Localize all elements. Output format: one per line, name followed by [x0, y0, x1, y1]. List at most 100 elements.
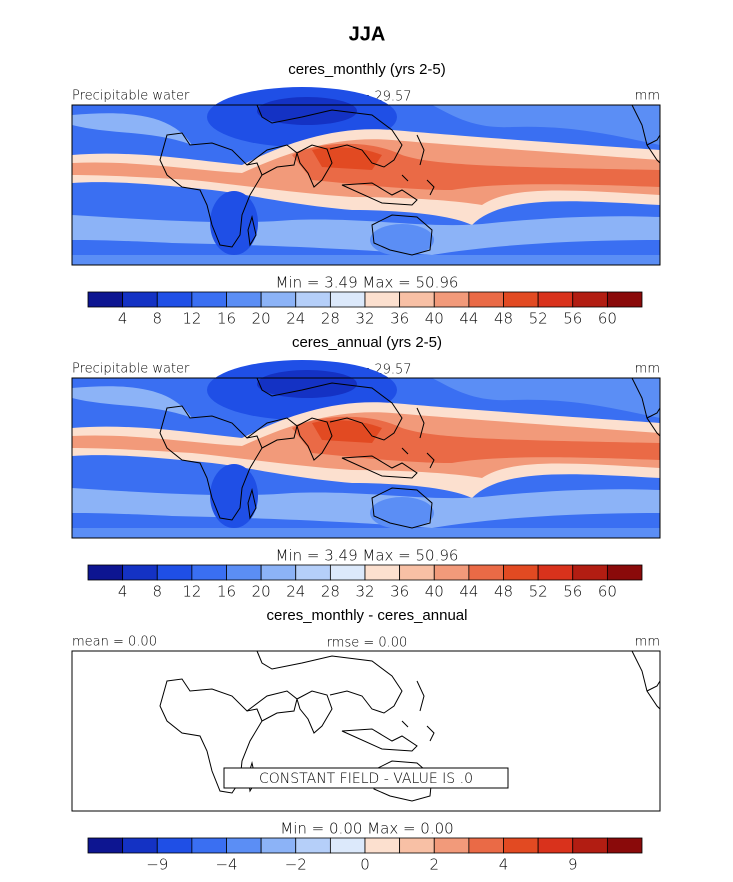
colorbar-box — [468, 564, 504, 581]
colorbar-label: 28 — [321, 583, 340, 601]
note-box — [223, 767, 509, 789]
colorbar-box — [468, 291, 504, 308]
colorbar-box — [295, 837, 331, 854]
panel: ceres_monthly (yrs 2-5) Precipitable wate… — [71, 61, 661, 328]
colorbar-box — [87, 291, 124, 308]
colorbar-label: 44 — [459, 310, 478, 328]
colorbar-label: 40 — [425, 310, 444, 328]
note-text: CONSTANT FIELD - VALUE IS .0 — [259, 771, 473, 787]
colorbar-box — [606, 564, 643, 581]
colorbar-box — [572, 564, 608, 581]
colorbar-label: 52 — [529, 310, 548, 328]
colorbar-label: 36 — [390, 583, 409, 601]
colorbar-label: 8 — [152, 310, 162, 328]
colorbar-box — [364, 291, 401, 308]
colorbar-box — [260, 291, 297, 308]
colorbar-box — [329, 564, 366, 581]
min-max-label: Min = 3.49 Max = 50.96 — [276, 274, 459, 292]
colorbar-box — [260, 837, 297, 854]
colorbar-label: 48 — [494, 310, 513, 328]
map: CONSTANT FIELD - VALUE IS .0 — [71, 650, 661, 812]
colorbar-box — [226, 564, 262, 581]
colorbar-label: 48 — [494, 583, 513, 601]
colorbar-box — [329, 291, 366, 308]
colorbar-box — [399, 291, 435, 308]
colorbar-label: 24 — [286, 583, 305, 601]
colorbar-box — [364, 564, 401, 581]
map-frame — [71, 104, 661, 266]
colorbar-box — [399, 837, 435, 854]
map-field — [72, 360, 660, 538]
panel-left-label: Precipitable water — [72, 362, 190, 377]
colorbar-box — [503, 564, 539, 581]
colorbar-label: 24 — [286, 310, 305, 328]
colorbar-label: 56 — [563, 310, 582, 328]
colorbar-label: 12 — [182, 310, 201, 328]
panel: ceres_annual (yrs 2-5) Precipitable water… — [71, 334, 661, 601]
colorbar-box — [572, 837, 608, 854]
colorbar-box — [226, 837, 262, 854]
colorbar-box — [156, 564, 193, 581]
colorbar-box — [191, 837, 227, 854]
map-frame — [71, 650, 661, 812]
colorbar-box — [295, 291, 331, 308]
colorbar-box — [606, 837, 643, 854]
colorbar-box — [468, 837, 504, 854]
colorbar-label: 4 — [118, 310, 128, 328]
panel-center-label: rmse = 0.00 — [327, 636, 408, 651]
colorbar-box — [503, 837, 539, 854]
panel-unit: mm — [635, 89, 660, 104]
colorbar-label: −2 — [285, 856, 307, 874]
colorbar-box — [156, 837, 193, 854]
colorbar-box — [537, 837, 574, 854]
colorbar-label: 60 — [598, 310, 617, 328]
colorbar-box — [433, 837, 470, 854]
map — [71, 360, 661, 539]
colorbar-label: 8 — [152, 583, 162, 601]
colorbar-label: 36 — [390, 310, 409, 328]
colorbar-label: 0 — [360, 856, 370, 874]
panel-subtitle: ceres_monthly (yrs 2-5) — [288, 61, 446, 78]
colorbar-label: 56 — [563, 583, 582, 601]
colorbar-box — [606, 291, 643, 308]
colorbar-label: 20 — [252, 310, 271, 328]
colorbar-box — [87, 837, 124, 854]
colorbar-box — [191, 291, 227, 308]
colorbar-label: 4 — [118, 583, 128, 601]
colorbar-box — [295, 564, 331, 581]
figure-title: JJA — [349, 23, 386, 45]
colorbar-box — [122, 291, 158, 308]
map — [71, 87, 661, 266]
panel-left-label: Precipitable water — [72, 89, 190, 104]
colorbar-label: 32 — [355, 583, 374, 601]
colorbar-label: 12 — [182, 583, 201, 601]
map-field — [72, 87, 660, 265]
colorbar-box — [122, 837, 158, 854]
colorbar-box — [537, 564, 574, 581]
colorbar-label: 44 — [459, 583, 478, 601]
colorbar-box — [399, 564, 435, 581]
panel-unit: mm — [635, 362, 660, 377]
map-frame — [71, 377, 661, 539]
colorbar-box — [329, 837, 366, 854]
colorbar-label: 2 — [429, 856, 439, 874]
colorbar-box — [156, 291, 193, 308]
colorbar-label: 40 — [425, 583, 444, 601]
colorbar-box — [122, 564, 158, 581]
colorbar-box — [572, 291, 608, 308]
colorbar-label: 52 — [529, 583, 548, 601]
colorbar-label: 4 — [499, 856, 509, 874]
colorbar-label: 28 — [321, 310, 340, 328]
colorbar-box — [87, 564, 124, 581]
colorbar-box — [433, 564, 470, 581]
colorbar-label: 16 — [217, 310, 236, 328]
colorbar-label: 32 — [355, 310, 374, 328]
panel-left-label: mean = 0.00 — [72, 635, 157, 650]
colorbar-box — [191, 564, 227, 581]
colorbar-box — [503, 291, 539, 308]
colorbar-label: 60 — [598, 583, 617, 601]
colorbar-label: −4 — [215, 856, 237, 874]
colorbar-label: 20 — [252, 583, 271, 601]
